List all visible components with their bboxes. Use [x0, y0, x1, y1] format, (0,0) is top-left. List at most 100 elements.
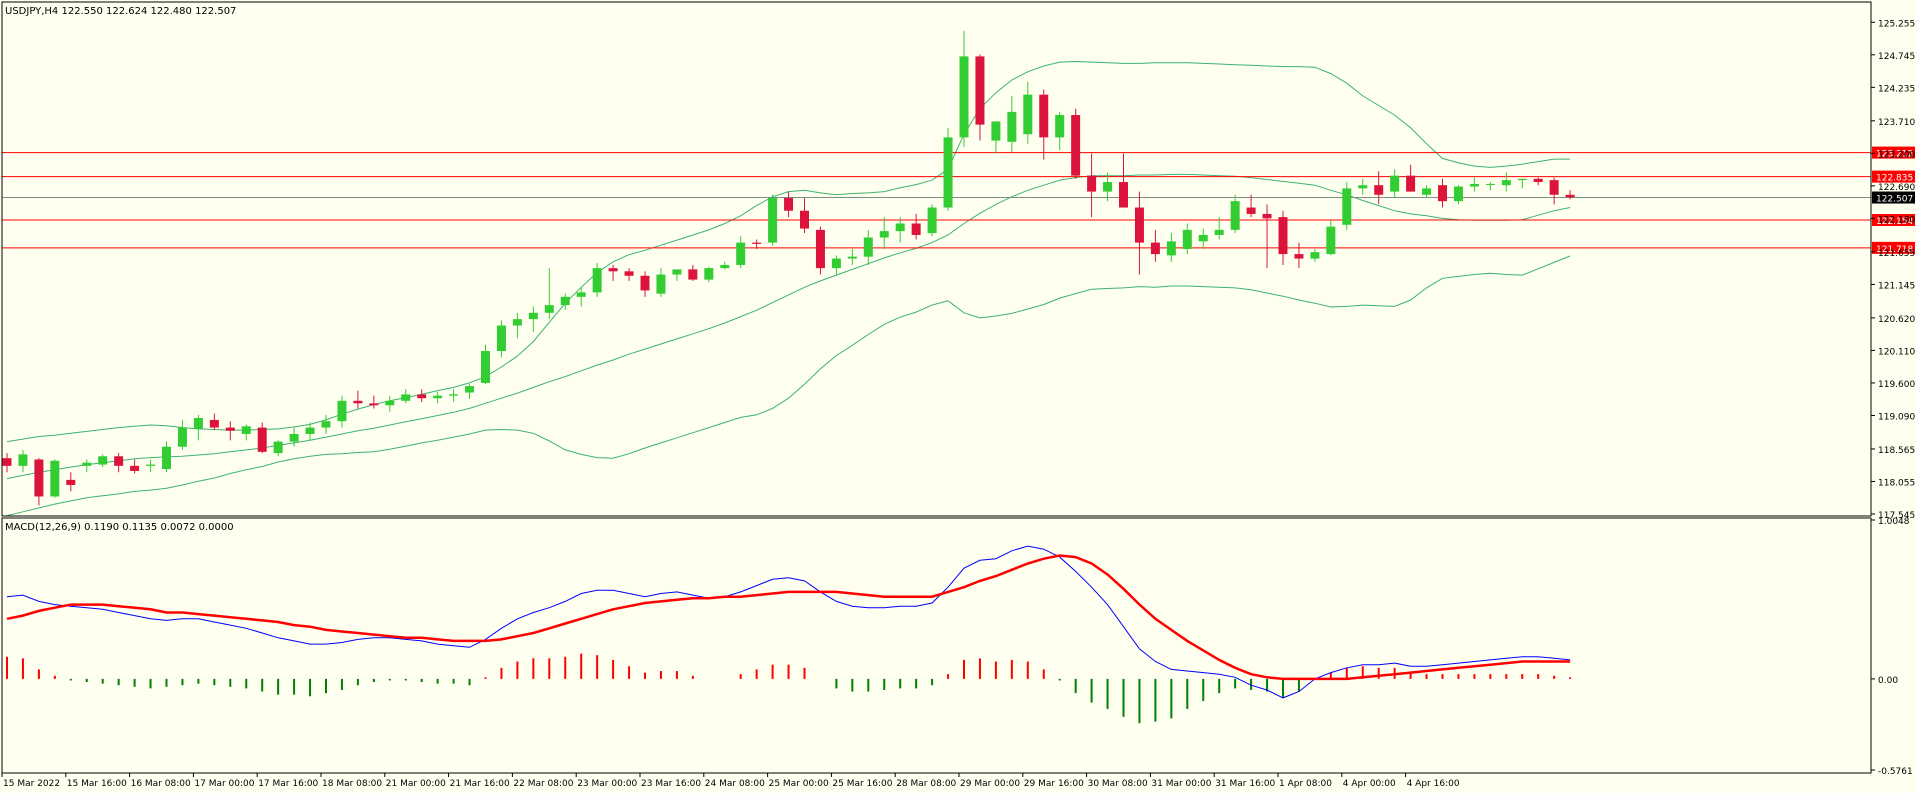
candle-body [1071, 115, 1081, 176]
current-price-tag [1872, 191, 1915, 204]
time-tick-label: 4 Apr 16:00 [1407, 779, 1460, 789]
candle-body [1166, 241, 1176, 256]
candle-body [162, 446, 171, 470]
time-tick-label: 25 Mar 16:00 [832, 779, 892, 789]
time-tick-label: 23 Mar 16:00 [641, 779, 701, 789]
price-tick-label: 118.055 [1878, 478, 1915, 488]
candle-body [177, 427, 187, 447]
candle-body [1358, 185, 1368, 189]
candle-body [688, 269, 698, 280]
macd-pane-frame [1, 517, 1872, 774]
candle-body [1390, 175, 1400, 192]
candle-body [18, 454, 28, 466]
candle-body [1326, 226, 1336, 255]
candle-body [1134, 207, 1144, 243]
candle-body [720, 264, 730, 269]
candle-body [1119, 182, 1128, 208]
candle-body [640, 275, 650, 291]
candle-body [1533, 178, 1543, 183]
candle-body [1549, 180, 1559, 195]
candle-body [512, 319, 522, 326]
price-tick-label: 119.090 [1878, 412, 1915, 422]
time-tick-label: 30 Mar 08:00 [1088, 779, 1148, 789]
candle-body [1406, 175, 1416, 192]
macd-tick-label: 1.0048 [1878, 517, 1910, 527]
macd-tick-label: -0.5761 [1878, 767, 1913, 777]
time-tick-label: 18 Mar 08:00 [322, 779, 382, 789]
time-tick-label: 24 Mar 08:00 [705, 779, 765, 789]
price-tick-label: 121.145 [1878, 281, 1915, 291]
current-price-tag-label: 122.507 [1876, 195, 1913, 205]
time-tick-label: 21 Mar 00:00 [386, 779, 446, 789]
price-tick-label: 122.690 [1878, 183, 1915, 193]
candle-body [847, 256, 857, 259]
candle-body [815, 229, 825, 269]
time-tick-label: 22 Mar 08:00 [513, 779, 573, 789]
macd-info-label: MACD(12,26,9) 0.1190 0.1135 0.0072 0.000… [5, 522, 234, 533]
macd-tick-label: 0.00 [1878, 676, 1898, 686]
macd-signal-line [6, 554, 1571, 681]
candle-body [1087, 175, 1097, 192]
time-tick-label: 15 Mar 16:00 [67, 779, 127, 789]
level-tag [1872, 214, 1915, 227]
candle-body [752, 242, 762, 244]
candle-body [401, 394, 411, 401]
candle-body [50, 460, 60, 497]
candle-body [576, 292, 586, 297]
time-tick-label: 1 Apr 08:00 [1279, 779, 1332, 789]
time-tick-label: 29 Mar 00:00 [960, 779, 1020, 789]
candle-body [225, 427, 235, 431]
candle-body [927, 207, 937, 234]
candle-body [353, 400, 363, 404]
candle-body [991, 121, 1001, 141]
candle-body [863, 237, 873, 257]
macd-histogram [6, 653, 1572, 724]
candle-body [273, 441, 283, 454]
candle-body [943, 137, 953, 208]
candle-body [1517, 178, 1527, 181]
candle-body [975, 56, 985, 125]
candle-body [1501, 180, 1511, 186]
bollinger-middle-line [6, 173, 1571, 480]
level-tag [1872, 170, 1915, 183]
candle-body [98, 456, 108, 465]
candle-body [385, 400, 395, 406]
time-tick-label: 28 Mar 08:00 [896, 779, 956, 789]
candle-body [672, 269, 682, 275]
candle-body [959, 56, 969, 138]
candle-body [417, 394, 427, 399]
candle-body [895, 223, 905, 232]
time-axis: 15 Mar 2022 15 Mar 16:00 16 Mar 08:00 17 Ma… [1, 773, 1460, 789]
candle-body [146, 464, 156, 466]
candle-body [1453, 186, 1463, 202]
level-tag [1872, 241, 1915, 254]
bollinger-lower-line [6, 255, 1571, 517]
candle-body [560, 296, 570, 306]
candle-body [1374, 185, 1384, 195]
candle-body [911, 223, 921, 235]
price-axis: 125.255 124.745 124.235 123.710 123.200 122.6… [1871, 19, 1915, 521]
candle-body [1103, 182, 1113, 192]
candle-body [1182, 229, 1192, 249]
candlesticks [2, 30, 1575, 506]
level-tag-label: 122.154 [1876, 217, 1913, 227]
candle-body [369, 403, 379, 406]
candle-body [337, 400, 347, 422]
candle-body [1485, 183, 1495, 185]
candle-body [784, 197, 794, 211]
candle-body [1055, 115, 1065, 138]
candle-body [1565, 194, 1575, 198]
price-tick-label: 124.745 [1878, 52, 1915, 62]
candle-body [1039, 94, 1049, 138]
candle-body [2, 458, 12, 466]
candle-body [465, 386, 475, 393]
price-tick-label: 125.255 [1878, 19, 1915, 29]
candle-body [1422, 188, 1432, 195]
horizontal-levels[interactable]: 123.212 122.835 122.154 121.718 [2, 146, 1915, 255]
price-tick-label: 123.710 [1878, 118, 1915, 128]
candle-body [736, 242, 746, 265]
time-tick-label: 25 Mar 00:00 [769, 779, 829, 789]
